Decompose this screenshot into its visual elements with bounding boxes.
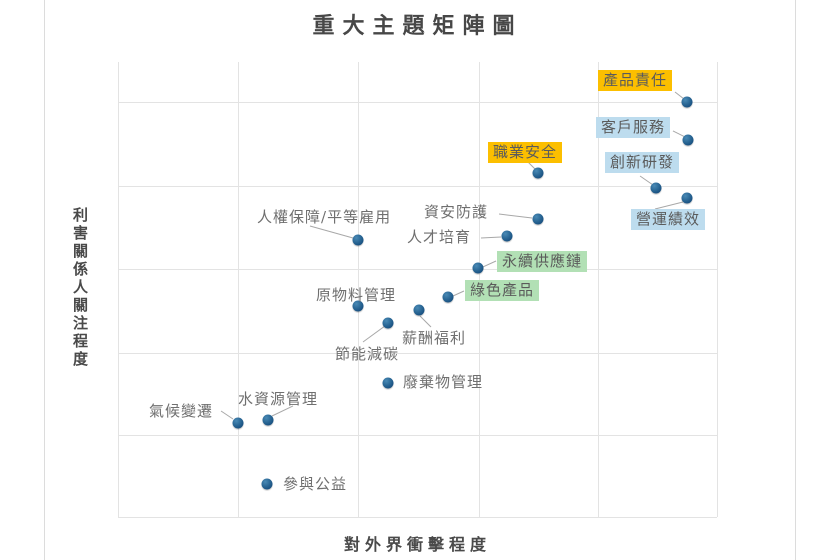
leader-lines-layer bbox=[118, 62, 717, 517]
plot-area: 產品責任客戶服務創新研發營運績效 職業安全資安防護人才培育 人權保障/平等雇用永續供… bbox=[117, 62, 718, 518]
leader-line bbox=[420, 316, 431, 327]
scatter-point bbox=[472, 262, 484, 274]
point-label: 職業安全 bbox=[488, 141, 563, 164]
scatter-point bbox=[262, 414, 274, 426]
leader-line bbox=[499, 214, 532, 218]
point-label: 薪酬福利 bbox=[401, 328, 466, 347]
chart-title: 重大主題矩陣圖 bbox=[312, 13, 523, 39]
leader-line bbox=[363, 326, 385, 342]
scatter-point bbox=[442, 291, 454, 303]
point-label: 綠色產品 bbox=[465, 279, 540, 302]
scatter-point bbox=[232, 417, 244, 429]
gridline-horizontal bbox=[118, 101, 717, 103]
gridline-vertical bbox=[716, 62, 718, 517]
leader-line bbox=[481, 237, 501, 238]
gridline-horizontal bbox=[118, 516, 717, 518]
point-label: 人權保障/平等雇用 bbox=[257, 208, 392, 226]
scatter-point bbox=[650, 182, 662, 194]
gridline-horizontal bbox=[118, 185, 717, 187]
point-label: 水資源管理 bbox=[237, 390, 318, 408]
scatter-point bbox=[382, 317, 394, 329]
leader-line bbox=[655, 202, 683, 209]
gridline-horizontal bbox=[118, 434, 717, 436]
scatter-point bbox=[682, 134, 694, 146]
point-label: 營運績效 bbox=[630, 209, 705, 231]
gridline-horizontal bbox=[118, 269, 717, 271]
gridline-vertical bbox=[117, 62, 119, 517]
gridline-vertical bbox=[357, 62, 359, 517]
point-label: 原物料管理 bbox=[316, 285, 397, 304]
gridline-vertical bbox=[238, 62, 240, 517]
point-label: 永續供應鏈 bbox=[496, 251, 587, 273]
scatter-point bbox=[681, 96, 693, 108]
y-axis-title: 利害關係人關注程度 bbox=[71, 207, 89, 369]
gridline-vertical bbox=[598, 62, 600, 517]
scatter-point bbox=[382, 377, 394, 389]
scatter-point bbox=[352, 234, 364, 246]
scatter-point bbox=[532, 213, 544, 225]
point-label: 氣候變遷 bbox=[149, 402, 214, 421]
scatter-point bbox=[261, 478, 273, 490]
point-label: 客戶服務 bbox=[596, 117, 671, 139]
gridline-horizontal bbox=[118, 352, 717, 354]
leader-line bbox=[221, 411, 233, 419]
scatter-point bbox=[681, 192, 693, 204]
point-label: 資安防護 bbox=[424, 203, 489, 221]
x-axis-title: 對外界衝擊程度 bbox=[343, 535, 491, 554]
point-label: 廢棄物管理 bbox=[403, 372, 484, 391]
scatter-point bbox=[413, 304, 425, 316]
leader-line bbox=[483, 261, 496, 267]
point-label: 人才培育 bbox=[407, 227, 472, 246]
point-label: 創新研發 bbox=[604, 151, 679, 174]
leader-line bbox=[272, 406, 293, 416]
point-label: 參與公益 bbox=[283, 475, 348, 493]
scatter-point bbox=[352, 300, 364, 312]
page-border-right bbox=[795, 0, 796, 560]
point-label: 產品責任 bbox=[597, 70, 672, 92]
leader-line bbox=[453, 291, 464, 296]
scatter-point bbox=[501, 230, 513, 242]
point-label: 節能減碳 bbox=[335, 345, 400, 363]
page-border-left bbox=[44, 0, 45, 560]
leader-line bbox=[310, 226, 353, 238]
scatter-point bbox=[532, 167, 544, 179]
